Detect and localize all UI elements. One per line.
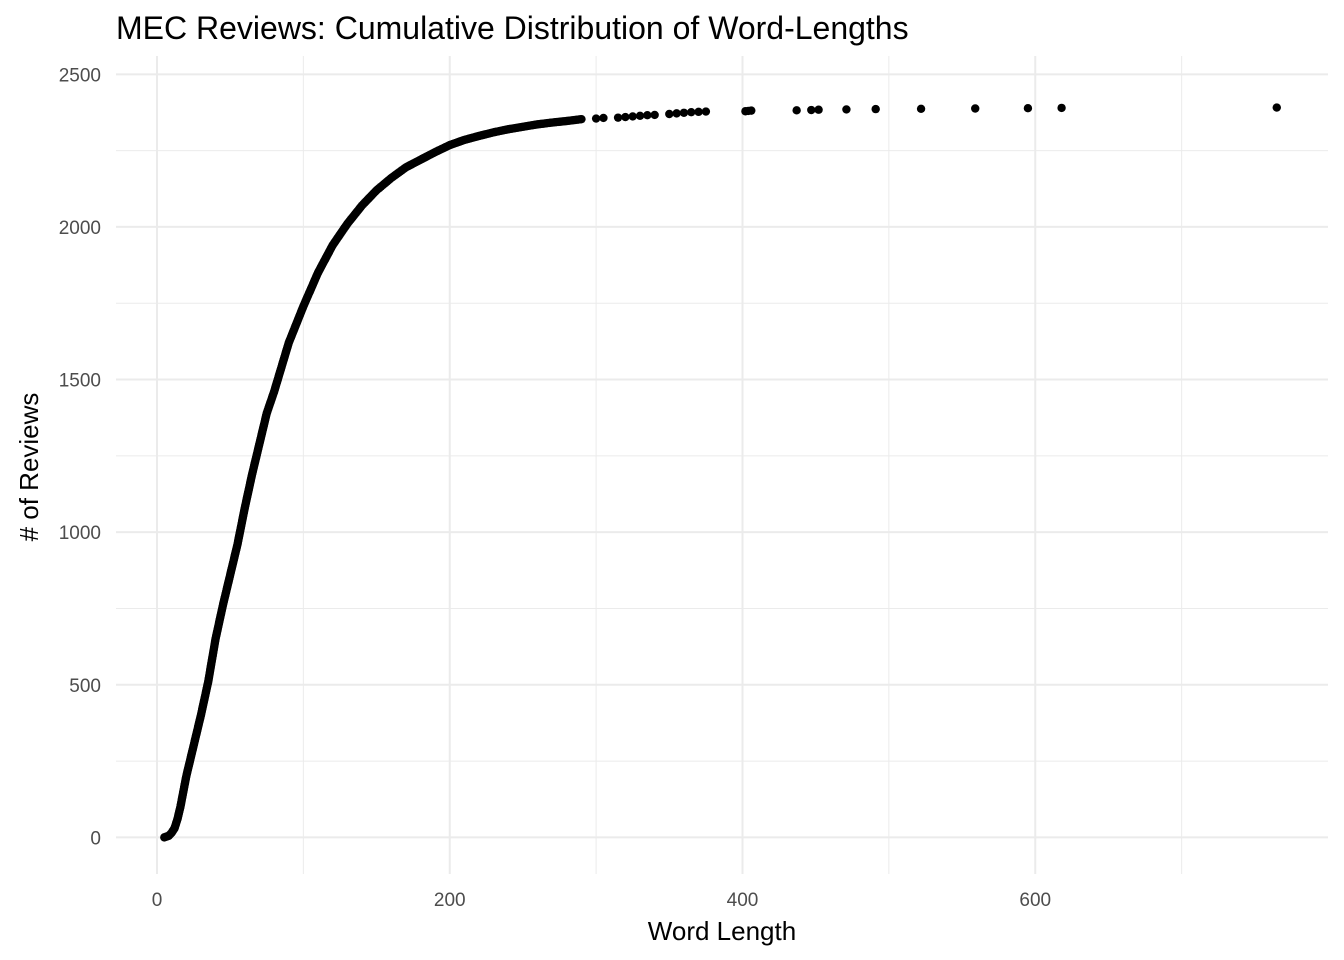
data-point: [807, 105, 816, 115]
x-tick-label: 200: [434, 890, 466, 911]
data-points: [160, 103, 1281, 842]
data-point: [650, 110, 659, 120]
minor-gridlines: [116, 56, 1328, 874]
data-point: [672, 109, 681, 118]
x-tick-label: 0: [152, 890, 163, 911]
y-tick-label: 0: [90, 828, 101, 849]
y-tick-label: 500: [69, 676, 101, 697]
y-tick-label: 1500: [59, 371, 101, 392]
data-point: [621, 112, 630, 122]
data-point: [665, 109, 674, 119]
data-point: [635, 111, 645, 121]
data-point: [747, 106, 756, 115]
y-axis-tick-labels: 0 500 1000 1500 2000 2500: [59, 65, 101, 849]
data-point: [679, 108, 689, 117]
major-gridlines: [116, 56, 1328, 874]
data-point: [694, 107, 703, 117]
data-point: [577, 114, 586, 124]
data-point: [701, 107, 711, 116]
x-axis-tick-labels: 0 200 400 600: [152, 890, 1051, 911]
data-point: [591, 114, 601, 123]
y-tick-label: 2000: [59, 218, 101, 239]
data-point: [1023, 103, 1033, 113]
chart-title: MEC Reviews: Cumulative Distribution of …: [116, 10, 909, 46]
y-axis-title: # of Reviews: [14, 393, 44, 542]
data-point: [613, 113, 623, 122]
y-tick-label: 1000: [59, 523, 101, 544]
data-point: [1272, 103, 1281, 112]
data-point: [599, 113, 608, 123]
data-point: [687, 107, 696, 117]
x-axis-title: Word Length: [648, 916, 796, 946]
data-point: [916, 104, 926, 114]
data-point: [971, 104, 980, 113]
x-tick-label: 400: [727, 890, 759, 911]
data-point: [871, 104, 880, 114]
data-point: [643, 111, 652, 120]
data-point: [628, 112, 637, 121]
x-tick-label: 600: [1019, 890, 1051, 911]
y-tick-label: 2500: [59, 65, 101, 86]
data-point: [792, 106, 801, 115]
data-point: [814, 105, 823, 114]
data-point: [1057, 103, 1066, 113]
data-point: [842, 105, 851, 114]
